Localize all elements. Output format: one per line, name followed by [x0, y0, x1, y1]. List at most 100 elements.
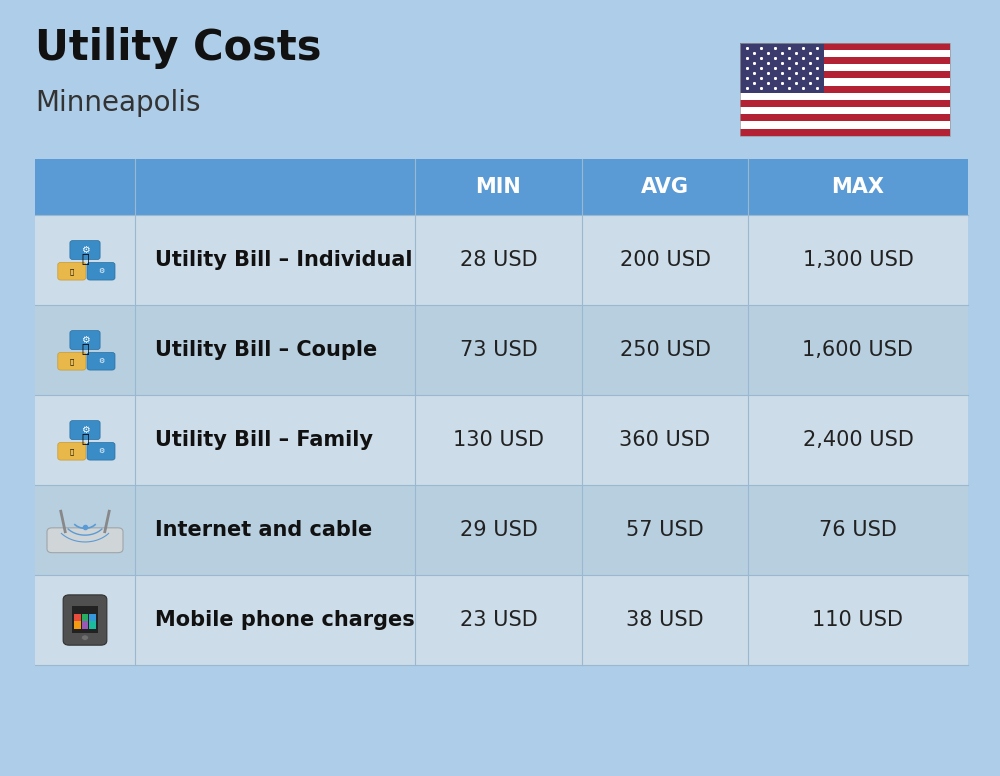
Text: 250 USD: 250 USD: [620, 340, 710, 360]
FancyBboxPatch shape: [70, 241, 100, 259]
Bar: [415, 575, 582, 665]
Bar: [740, 57, 950, 64]
Bar: [82, 621, 88, 629]
Bar: [740, 43, 824, 93]
FancyBboxPatch shape: [58, 262, 86, 280]
Bar: [82, 614, 88, 621]
Text: ⚙: ⚙: [98, 359, 104, 364]
Text: 🔌: 🔌: [70, 268, 74, 275]
Text: 38 USD: 38 USD: [626, 610, 704, 630]
Text: 110 USD: 110 USD: [812, 610, 904, 630]
Text: 360 USD: 360 USD: [619, 430, 711, 450]
Bar: [748, 305, 968, 395]
Bar: [740, 85, 950, 93]
FancyBboxPatch shape: [58, 442, 86, 460]
Text: ⚙: ⚙: [98, 268, 104, 274]
FancyBboxPatch shape: [87, 262, 115, 280]
Text: Internet and cable: Internet and cable: [155, 520, 372, 540]
Bar: [748, 215, 968, 305]
Text: Utility Bill – Couple: Utility Bill – Couple: [155, 340, 377, 360]
Text: 130 USD: 130 USD: [453, 430, 544, 450]
Text: 29 USD: 29 USD: [460, 520, 537, 540]
Bar: [35, 485, 135, 575]
Bar: [582, 575, 748, 665]
Bar: [740, 43, 950, 50]
Text: Minneapolis: Minneapolis: [35, 89, 200, 117]
Bar: [740, 107, 950, 114]
Bar: [35, 395, 135, 485]
Bar: [74, 621, 81, 629]
Text: MAX: MAX: [832, 177, 885, 197]
Bar: [582, 395, 748, 485]
Bar: [740, 78, 950, 85]
Text: 🧍: 🧍: [81, 434, 89, 446]
Bar: [748, 395, 968, 485]
Text: Mobile phone charges: Mobile phone charges: [155, 610, 415, 630]
Bar: [415, 159, 582, 215]
Bar: [740, 50, 950, 57]
Bar: [72, 606, 98, 632]
Text: 76 USD: 76 USD: [819, 520, 897, 540]
Text: MIN: MIN: [476, 177, 521, 197]
Bar: [35, 575, 135, 665]
Bar: [415, 215, 582, 305]
Bar: [74, 614, 81, 621]
Bar: [135, 159, 415, 215]
Text: 28 USD: 28 USD: [460, 250, 537, 270]
Bar: [135, 215, 415, 305]
Text: 73 USD: 73 USD: [460, 340, 537, 360]
Text: 57 USD: 57 USD: [626, 520, 704, 540]
Text: ⚙: ⚙: [98, 449, 104, 454]
FancyBboxPatch shape: [63, 595, 107, 645]
Circle shape: [81, 635, 89, 640]
Text: 23 USD: 23 USD: [460, 610, 537, 630]
Bar: [35, 305, 135, 395]
Bar: [748, 575, 968, 665]
Text: 2,400 USD: 2,400 USD: [803, 430, 913, 450]
Text: Utility Bill – Individual: Utility Bill – Individual: [155, 250, 413, 270]
FancyBboxPatch shape: [70, 331, 100, 349]
Text: 🧍: 🧍: [81, 344, 89, 356]
Text: 🔌: 🔌: [70, 448, 74, 455]
Bar: [748, 159, 968, 215]
FancyBboxPatch shape: [70, 421, 100, 439]
Text: ⚙: ⚙: [81, 425, 89, 435]
Text: AVG: AVG: [641, 177, 689, 197]
Bar: [415, 395, 582, 485]
Text: ⚙: ⚙: [81, 245, 89, 255]
FancyBboxPatch shape: [87, 442, 115, 460]
Bar: [582, 215, 748, 305]
Text: ⚙: ⚙: [81, 335, 89, 345]
Text: 200 USD: 200 USD: [620, 250, 710, 270]
Bar: [740, 71, 950, 78]
Bar: [740, 100, 950, 107]
Bar: [582, 485, 748, 575]
Bar: [135, 575, 415, 665]
Bar: [740, 114, 950, 122]
Bar: [89, 621, 96, 629]
FancyBboxPatch shape: [47, 528, 123, 553]
Bar: [740, 122, 950, 129]
Text: 🔌: 🔌: [70, 358, 74, 365]
Bar: [740, 129, 950, 136]
Bar: [135, 305, 415, 395]
Text: Utility Bill – Family: Utility Bill – Family: [155, 430, 373, 450]
Bar: [740, 43, 950, 136]
Text: Utility Costs: Utility Costs: [35, 27, 322, 69]
Bar: [135, 485, 415, 575]
Text: 🧍: 🧍: [81, 254, 89, 266]
Bar: [582, 305, 748, 395]
FancyBboxPatch shape: [58, 352, 86, 370]
Bar: [35, 215, 135, 305]
Bar: [748, 485, 968, 575]
Text: 1,600 USD: 1,600 USD: [802, 340, 914, 360]
Text: 1,300 USD: 1,300 USD: [803, 250, 913, 270]
Bar: [415, 305, 582, 395]
FancyBboxPatch shape: [87, 352, 115, 370]
Bar: [415, 485, 582, 575]
Bar: [35, 159, 135, 215]
Bar: [582, 159, 748, 215]
Bar: [89, 614, 96, 621]
Bar: [740, 93, 950, 100]
Bar: [740, 64, 950, 71]
